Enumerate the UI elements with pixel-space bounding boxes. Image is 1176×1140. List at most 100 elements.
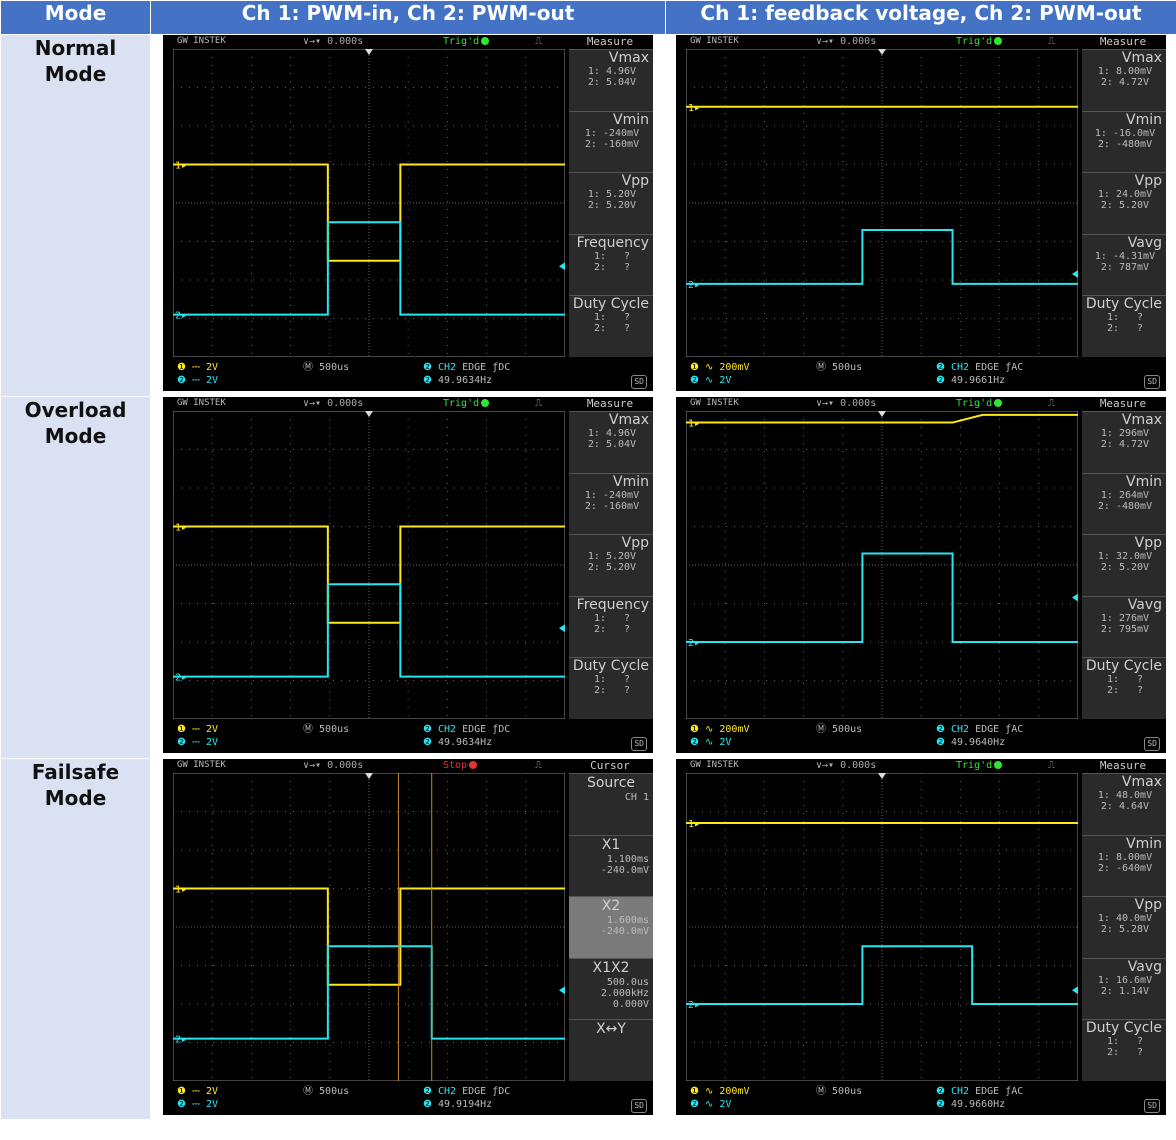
cursor-item[interactable]: X1 1.100ms -240.0mV <box>569 834 653 897</box>
cursor-item[interactable]: X1X2 500.0us 2.000kHz 0.000V <box>569 957 653 1020</box>
measure-item[interactable]: Vmin 1: 8.00mV 2: -640mV <box>1082 834 1166 897</box>
side-panel: Vmax 1: 4.96V 2: 5.04V Vmin 1: -240mV 2: -160… <box>569 49 653 357</box>
brand-logo: GW INSTEK <box>177 398 226 408</box>
trigger-level-marker-icon <box>559 262 565 271</box>
ch2-ground-marker: 2▸ <box>175 673 187 684</box>
timebase: Ⓜ 500us <box>816 724 863 735</box>
trigger-source: ❷ CH2 <box>423 1086 457 1097</box>
scope-status-bar: ❶ ⎓ 2V ❷ ⎓ 2V Ⓜ 500us ❷ CH2 EDGE ƒDC ❷ 49.91… <box>163 1083 653 1115</box>
measure-item[interactable]: Vmin 1: 264mV 2: -480mV <box>1082 472 1166 535</box>
ch1-scale: ❶ ∿ 200mV <box>690 362 750 373</box>
trigger-status-text: Stop <box>443 760 468 771</box>
measure-item[interactable]: Vmin 1: -240mV 2: -160mV <box>569 110 653 173</box>
scope-top-bar: GW INSTEK ∨→▾ 0.000s Trig'd ⎍ Measure <box>676 759 1166 772</box>
measure-item[interactable]: Vmax 1: 296mV 2: 4.72V <box>1082 411 1166 473</box>
measure-item[interactable]: Vmin 1: -240mV 2: -160mV <box>569 472 653 535</box>
ch2-scale-value: 2V <box>206 1099 219 1110</box>
ch2-scale: ❷ ⎓ 2V <box>177 737 219 748</box>
measure-item[interactable]: Vpp 1: 5.20V 2: 5.20V <box>569 534 653 596</box>
measure-item[interactable]: Vmax 1: 4.96V 2: 5.04V <box>569 411 653 473</box>
measure-value: 2: 5.04V <box>587 77 637 88</box>
measure-value: 1: ? <box>1106 312 1144 324</box>
side-panel-title: Measure <box>1099 397 1147 410</box>
measure-value: 1: 24.0mV <box>1097 189 1153 201</box>
ch2-ground-marker: 2▸ <box>688 1000 700 1011</box>
brand-logo: GW INSTEK <box>690 36 739 46</box>
measure-value: 1: 296mV <box>1100 428 1150 439</box>
measure-value: 2: 4.72V <box>1100 439 1150 450</box>
measure-item[interactable]: Vpp 1: 32.0mV 2: 5.20V <box>1082 534 1166 596</box>
ch1-trace <box>173 887 565 986</box>
waveform-display: 1▸ 2▸ <box>173 773 565 1081</box>
side-panel: Vmax 1: 4.96V 2: 5.04V Vmin 1: -240mV 2: -160… <box>569 411 653 719</box>
measure-item[interactable]: Vmax 1: 4.96V 2: 5.04V <box>569 49 653 111</box>
measure-item[interactable]: Vavg 1: 16.6mV 2: 1.14V <box>1082 957 1166 1020</box>
ch2-scale-value: 2V <box>206 375 219 386</box>
trigger-source-value: CH2 <box>951 724 970 735</box>
measure-name: Vpp <box>621 535 649 552</box>
time-offset-value: 0.000s <box>327 760 364 771</box>
measure-item[interactable]: Duty Cycle 1: ? 2: ? <box>1082 1019 1166 1081</box>
measure-item[interactable]: Vavg 1: 276mV 2: 795mV <box>1082 595 1166 658</box>
trigger-status-text: Trig'd <box>956 398 993 409</box>
cursor-item[interactable]: Source CH 1 <box>569 773 653 835</box>
measure-name: Frequency <box>576 596 649 613</box>
measure-item[interactable]: Duty Cycle 1: ? 2: ? <box>569 295 653 357</box>
measure-value: 2: 5.20V <box>1100 562 1150 574</box>
measure-value: 1: -16.0mV <box>1094 127 1156 139</box>
measure-name: Vmax <box>1121 774 1162 790</box>
trigger-type: EDGE <box>462 724 487 735</box>
measure-name: Vavg <box>1127 596 1162 613</box>
timebase: Ⓜ 500us <box>816 362 863 373</box>
trigger-source-value: CH2 <box>438 362 457 373</box>
measure-item[interactable]: Frequency 1: ? 2: ? <box>569 233 653 296</box>
trigger-source: ❷ CH2 <box>936 362 970 373</box>
ch1-scale-value: 2V <box>206 1086 219 1097</box>
measure-item[interactable]: Vpp 1: 24.0mV 2: 5.20V <box>1082 172 1166 234</box>
waveform-display: 1▸ 2▸ <box>686 411 1078 719</box>
measure-item[interactable]: Duty Cycle 1: ? 2: ? <box>1082 657 1166 719</box>
frequency-value: 49.9640Hz <box>951 737 1006 748</box>
measure-name: Vmax <box>1121 50 1162 66</box>
scope-cell: GW INSTEK ∨→▾ 0.000s Trig'd ⎍ Measure 1▸ 2▸ Vma… <box>150 396 666 759</box>
trigger-status: Trig'd <box>956 397 1003 410</box>
measure-item[interactable]: Vpp 1: 40.0mV 2: 5.28V <box>1082 896 1166 958</box>
measure-value: 1: -4.31mV <box>1094 250 1156 262</box>
ch2-scale: ❷ ⎓ 2V <box>177 1099 219 1110</box>
oscilloscope-screenshot: GW INSTEK ∨→▾ 0.000s Trig'd ⎍ Measure 1▸ 2▸ Vma… <box>676 397 1166 753</box>
measure-name: Vmin <box>613 111 649 128</box>
measure-item[interactable]: Duty Cycle 1: ? 2: ? <box>569 657 653 719</box>
measure-value: 2: 795mV <box>1100 623 1150 635</box>
ch1-ground-marker: 1▸ <box>175 161 187 172</box>
measure-item[interactable]: Vmax 1: 48.0mV 2: 4.64V <box>1082 773 1166 835</box>
measure-item[interactable]: Vmin 1: -16.0mV 2: -480mV <box>1082 110 1166 173</box>
measure-item[interactable]: Frequency 1: ? 2: ? <box>569 595 653 658</box>
measure-item[interactable]: Vpp 1: 5.20V 2: 5.20V <box>569 172 653 234</box>
counter-icon: ❷ <box>936 737 951 748</box>
oscilloscope-screenshot: GW INSTEK ∨→▾ 0.000s Trig'd ⎍ Measure 1▸ 2▸ Vma… <box>676 35 1166 391</box>
measure-value: 1: 16.6mV <box>1097 974 1153 986</box>
ch1-scale: ❶ ⎓ 2V <box>177 1086 219 1097</box>
frequency-counter: ❷ 49.9661Hz <box>936 375 1005 387</box>
measure-value: 2: ? <box>1106 685 1144 697</box>
trigger-level-marker-icon <box>1072 269 1078 278</box>
cursor-item[interactable]: X2 1.600ms -240.0mV <box>569 896 653 958</box>
trigger-position-marker-icon <box>878 773 886 779</box>
measure-value: 2: 5.28V <box>1100 924 1150 936</box>
cursor-item-value: -240.0mV <box>600 864 649 876</box>
measure-item[interactable]: Vavg 1: -4.31mV 2: 787mV <box>1082 233 1166 296</box>
trigger-status-text: Trig'd <box>443 398 480 409</box>
time-offset-value: 0.000s <box>840 398 877 409</box>
measure-item[interactable]: Vmax 1: 8.00mV 2: 4.72V <box>1082 49 1166 111</box>
trigger-coupling: AC <box>1011 362 1024 373</box>
cursor-item-name: Source <box>586 775 636 791</box>
cursor-item[interactable]: X↔Y <box>569 1019 653 1081</box>
measure-name: Vmin <box>1126 473 1162 490</box>
trigger-level-marker-icon <box>559 624 565 633</box>
measure-value: 1: 5.20V <box>587 551 637 563</box>
cursor-item-value: CH 1 <box>624 792 649 803</box>
timebase-value: 500us <box>832 362 863 373</box>
measure-item[interactable]: Duty Cycle 1: ? 2: ? <box>1082 295 1166 357</box>
side-panel-title: Measure <box>1099 35 1147 48</box>
